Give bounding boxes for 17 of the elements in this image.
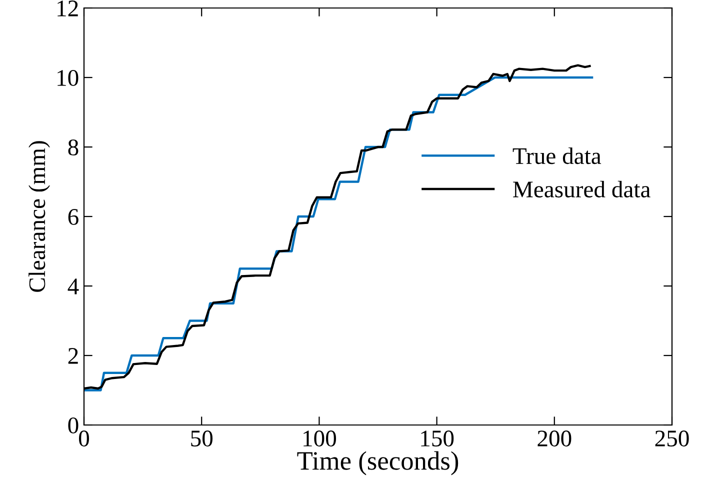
y-tick-label: 6 <box>68 209 78 225</box>
x-tick-label: 100 <box>304 430 336 446</box>
x-tick-label: 0 <box>78 430 90 446</box>
legend-label: Measured data <box>513 180 650 198</box>
y-tick-label: 4 <box>68 278 79 294</box>
x-tick-label: 50 <box>191 430 213 446</box>
x-axis-title: Time (seconds) <box>297 451 458 476</box>
y-tick-label: 8 <box>68 139 78 156</box>
x-tick-label: 200 <box>538 430 572 446</box>
x-tick-label: 250 <box>655 430 689 446</box>
y-axis-title: Clearance (mm) <box>28 141 50 292</box>
y-tick-label: 0 <box>68 417 78 434</box>
legend-label: True data <box>512 147 602 164</box>
y-tick-label: 2 <box>68 348 78 364</box>
y-tick-label: 12 <box>58 0 78 16</box>
y-tick-label: 10 <box>58 70 78 86</box>
x-tick-label: 150 <box>421 430 454 446</box>
